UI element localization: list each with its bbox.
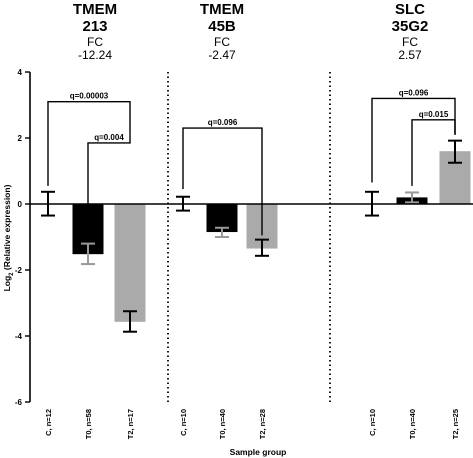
q-value-label: q=0.096 [399, 88, 429, 97]
y-axis: 4 2 0 -2 -4 -6 [15, 68, 31, 407]
fc-value: 2.57 [398, 48, 422, 62]
panel-title-line1: TMEM [200, 1, 244, 18]
significance-bracket [182, 127, 263, 236]
significance-brackets: q=0.00003 q=0.004 q=0.096 q=0.096 q=0.015 [47, 88, 456, 239]
significance-bracket [371, 97, 456, 183]
fc-label: FC [87, 35, 103, 49]
significance-bracket [47, 101, 131, 186]
panel-title-line1: TMEM [73, 1, 117, 18]
x-tick-label: C, n=10 [368, 409, 377, 436]
panel-separators [167, 72, 331, 402]
x-tick-label: T2, n=25 [451, 409, 460, 439]
significance-bracket [411, 119, 456, 186]
fc-label: FC [402, 35, 418, 49]
x-tick-labels: C, n=12 T0, n=58 T2, n=17 C, n=10 T0, n=40 T2… [44, 409, 460, 439]
panel-title-line1: SLC [395, 1, 425, 18]
y-axis-title-subscript: 2 [9, 272, 15, 276]
panel-title-line2: 35G2 [392, 18, 429, 35]
x-tick-label: T0, n=40 [218, 409, 227, 439]
y-tick-label: -4 [15, 332, 23, 341]
significance-bracket [87, 134, 131, 239]
fc-value: -2.47 [208, 48, 236, 62]
y-axis-title-prefix: Log [2, 276, 12, 292]
panel-title-line2: 45B [208, 18, 236, 35]
y-tick-label: -2 [15, 266, 23, 275]
x-axis-title: Sample group [230, 447, 287, 457]
y-tick-label: 4 [18, 68, 23, 77]
bars [72, 151, 471, 322]
y-axis-title-suffix: (Relative expression) [2, 184, 12, 272]
q-value-label: q=0.00003 [70, 92, 109, 101]
x-tick-label: C, n=10 [179, 409, 188, 436]
x-tick-label: T2, n=28 [258, 409, 267, 439]
x-tick-label: T0, n=58 [84, 409, 93, 439]
error-bars [41, 139, 462, 333]
y-tick-label: -6 [15, 398, 23, 407]
panel-titles: TMEM213FC-12.24TMEM45BFC-2.47SLC35G2FC2.… [73, 1, 428, 62]
panel-title-line2: 213 [82, 18, 107, 35]
y-axis-title: Log2 (Relative expression) [2, 184, 15, 291]
q-value-label: q=0.015 [419, 110, 449, 119]
q-value-label: q=0.004 [94, 133, 124, 142]
x-tick-label: T2, n=17 [126, 409, 135, 439]
bar [114, 204, 146, 322]
q-value-label: q=0.096 [208, 118, 238, 127]
fc-label: FC [214, 35, 230, 49]
fc-value: -12.24 [78, 48, 112, 62]
x-tick-label: T0, n=40 [408, 409, 417, 439]
x-tick-label: C, n=12 [44, 409, 53, 436]
y-tick-label: 2 [18, 134, 23, 143]
y-tick-label: 0 [18, 200, 23, 209]
